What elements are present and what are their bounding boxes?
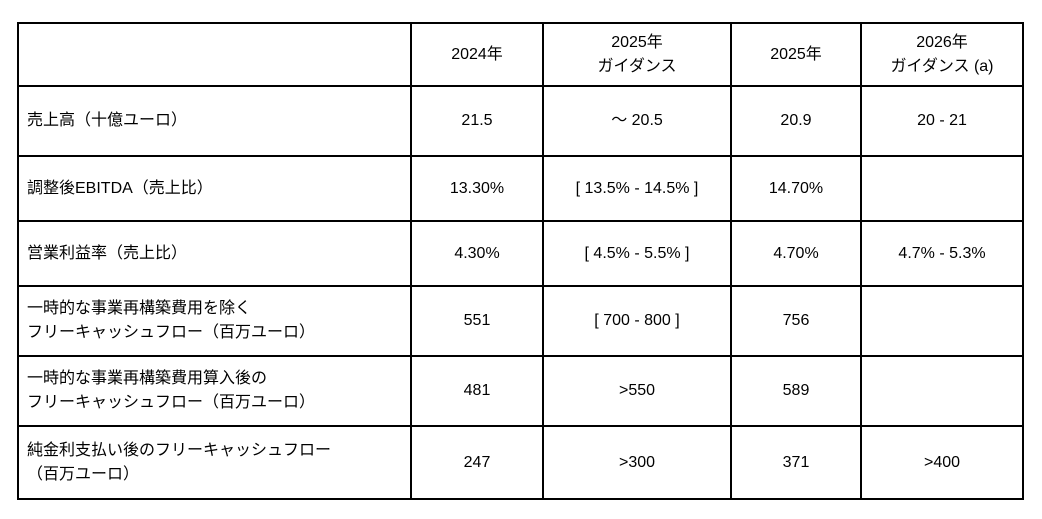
value-cell: [ 4.5% - 5.5% ] [542, 220, 732, 287]
value-cell: 551 [410, 285, 544, 357]
header-cell-2024: 2024年 [410, 22, 544, 87]
header-cell-2025-guidance: 2025年 ガイダンス [542, 22, 732, 87]
value-cell: 756 [730, 285, 862, 357]
header-cell-2026-guidance: 2026年 ガイダンス (a) [860, 22, 1024, 87]
value-cell: [ 13.5% - 14.5% ] [542, 155, 732, 222]
table-row-fcf-including-restructuring: 一時的な事業再構築費用算入後の フリーキャッシュフロー（百万ユーロ） 481 >… [17, 355, 1024, 427]
row-label-operating-margin: 営業利益率（売上比） [17, 220, 412, 287]
value-cell: 21.5 [410, 85, 544, 157]
value-cell [860, 155, 1024, 222]
value-cell [860, 355, 1024, 427]
value-cell: >300 [542, 425, 732, 500]
value-cell: 4.7% - 5.3% [860, 220, 1024, 287]
table-row-revenue: 売上高（十億ユーロ） 21.5 ～ 20.5 20.9 20 - 21 [17, 85, 1024, 157]
value-cell: 20.9 [730, 85, 862, 157]
value-cell: 4.30% [410, 220, 544, 287]
row-label-fcf-after-net-interest: 純金利支払い後のフリーキャッシュフロー （百万ユーロ） [17, 425, 412, 500]
value-cell: [ 700 - 800 ] [542, 285, 732, 357]
value-cell: 371 [730, 425, 862, 500]
value-cell: 13.30% [410, 155, 544, 222]
value-cell: 589 [730, 355, 862, 427]
value-cell: ～ 20.5 [542, 85, 732, 157]
value-cell: 20 - 21 [860, 85, 1024, 157]
table-row-fcf-excluding-restructuring: 一時的な事業再構築費用を除く フリーキャッシュフロー（百万ユーロ） 551 [ … [17, 285, 1024, 357]
table-row-fcf-after-net-interest: 純金利支払い後のフリーキャッシュフロー （百万ユーロ） 247 >300 371… [17, 425, 1024, 500]
value-cell: 247 [410, 425, 544, 500]
table-row-operating-margin: 営業利益率（売上比） 4.30% [ 4.5% - 5.5% ] 4.70% 4… [17, 220, 1024, 287]
row-label-fcf-including-restructuring: 一時的な事業再構築費用算入後の フリーキャッシュフロー（百万ユーロ） [17, 355, 412, 427]
financial-guidance-table: 2024年 2025年 ガイダンス 2025年 2026年 ガイダンス (a) … [17, 22, 1024, 500]
row-label-adjusted-ebitda: 調整後EBITDA（売上比） [17, 155, 412, 222]
value-cell [860, 285, 1024, 357]
table-row-adjusted-ebitda: 調整後EBITDA（売上比） 13.30% [ 13.5% - 14.5% ] … [17, 155, 1024, 222]
row-label-revenue: 売上高（十億ユーロ） [17, 85, 412, 157]
row-label-fcf-excluding-restructuring: 一時的な事業再構築費用を除く フリーキャッシュフロー（百万ユーロ） [17, 285, 412, 357]
table-header-row: 2024年 2025年 ガイダンス 2025年 2026年 ガイダンス (a) [17, 22, 1024, 87]
value-cell: 14.70% [730, 155, 862, 222]
value-cell: 4.70% [730, 220, 862, 287]
value-cell: 481 [410, 355, 544, 427]
value-cell: >550 [542, 355, 732, 427]
value-cell: >400 [860, 425, 1024, 500]
header-cell-label [17, 22, 412, 87]
header-cell-2025: 2025年 [730, 22, 862, 87]
